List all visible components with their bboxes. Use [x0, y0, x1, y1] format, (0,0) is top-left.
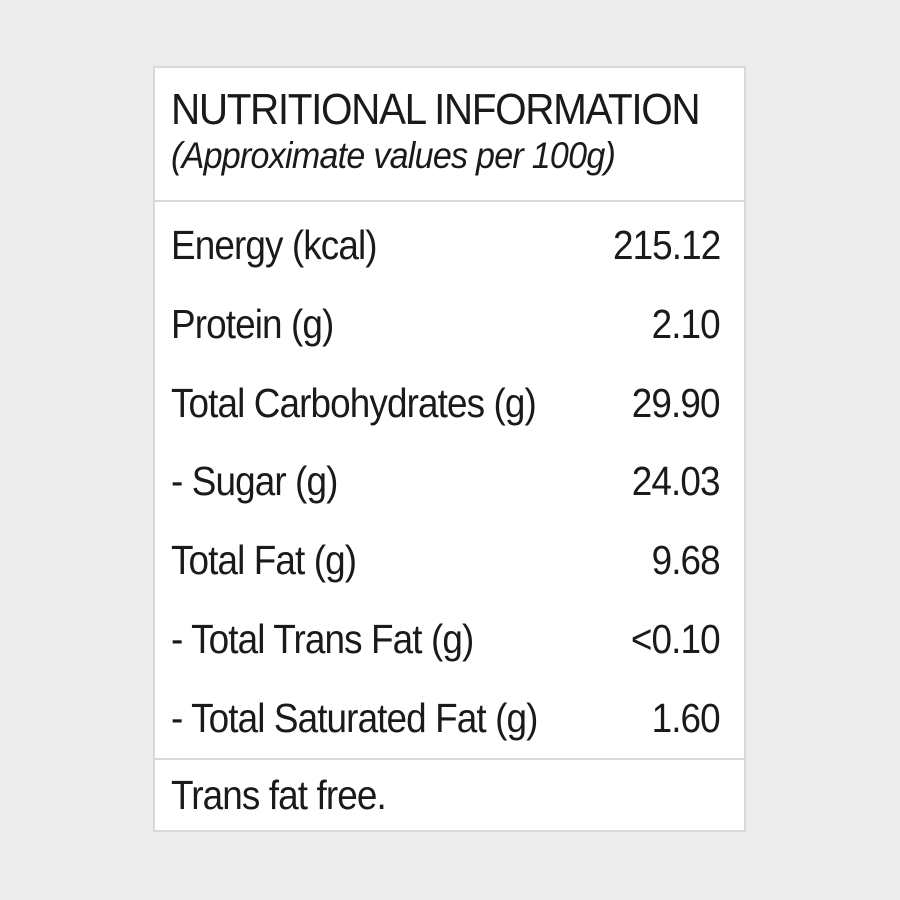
- nutrient-row-carbohydrates: Total Carbohydrates (g) 29.90: [155, 364, 744, 443]
- nutrient-row-sugar: - Sugar (g) 24.03: [155, 442, 744, 521]
- nutrient-value: 24.03: [632, 458, 721, 505]
- nutrient-name: - Sugar (g): [171, 458, 338, 505]
- nutrient-value: 2.10: [651, 300, 721, 347]
- label-title: NUTRITIONAL INFORMATION: [171, 85, 701, 134]
- nutrient-value: 215.12: [612, 222, 721, 268]
- nutrient-value: <0.10: [631, 615, 721, 662]
- label-subtitle: (Approximate values per 100g): [171, 135, 616, 176]
- nutrient-row-trans-fat: - Total Trans Fat (g) <0.10: [155, 600, 744, 679]
- nutrient-row-total-fat: Total Fat (g) 9.68: [155, 521, 744, 600]
- nutrient-row-saturated-fat: - Total Saturated Fat (g) 1.60: [155, 679, 744, 758]
- nutrient-row-energy: Energy (kcal) 215.12: [155, 206, 744, 285]
- nutrient-value: 29.90: [632, 379, 721, 426]
- nutrient-value: 1.60: [651, 694, 721, 741]
- nutrient-name: - Total Saturated Fat (g): [171, 694, 538, 741]
- nutrient-name: Protein (g): [171, 300, 334, 347]
- nutrient-row-protein: Protein (g) 2.10: [155, 285, 744, 364]
- footer-note: Trans fat free.: [171, 772, 387, 818]
- nutrient-value: 9.68: [651, 537, 721, 584]
- nutrient-name: Total Fat (g): [171, 537, 357, 584]
- nutrient-name: Energy (kcal): [171, 222, 378, 268]
- nutrient-name: Total Carbohydrates (g): [171, 379, 537, 426]
- nutrient-name: - Total Trans Fat (g): [171, 615, 474, 662]
- nutrition-label: NUTRITIONAL INFORMATION (Approximate val…: [153, 66, 746, 832]
- nutrient-table: Energy (kcal) 215.12 Protein (g) 2.10 To…: [155, 202, 744, 760]
- label-header: NUTRITIONAL INFORMATION (Approximate val…: [155, 68, 744, 202]
- label-footer: Trans fat free.: [155, 760, 744, 830]
